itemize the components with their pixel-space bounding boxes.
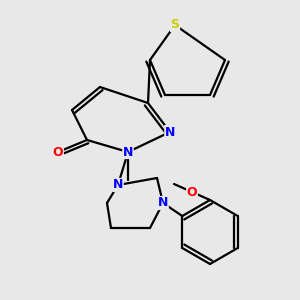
Text: N: N bbox=[165, 125, 175, 139]
Text: N: N bbox=[113, 178, 123, 191]
Text: N: N bbox=[158, 196, 168, 209]
Text: S: S bbox=[170, 19, 179, 32]
Text: N: N bbox=[123, 146, 133, 158]
Text: O: O bbox=[53, 146, 63, 158]
Text: O: O bbox=[187, 185, 197, 199]
